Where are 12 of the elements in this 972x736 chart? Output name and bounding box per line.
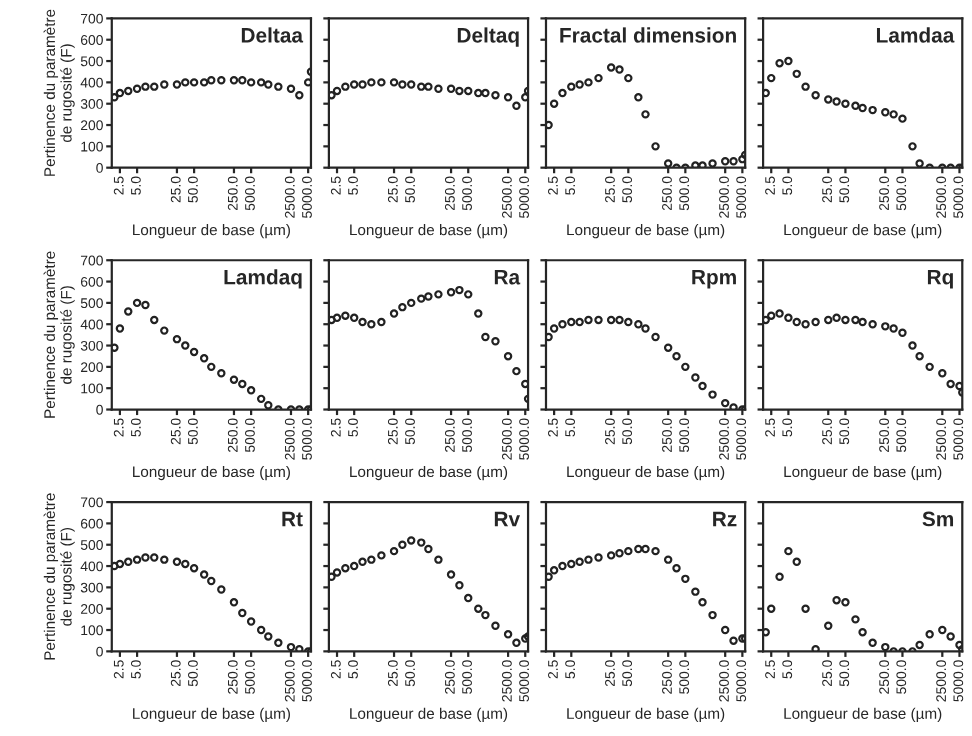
chart-title: Lamdaa bbox=[876, 27, 955, 43]
chart-title: Sm bbox=[922, 511, 954, 527]
chart-title: Lamdaq bbox=[224, 269, 302, 289]
chart-title: Deltaq bbox=[457, 27, 519, 47]
chart-title: Rz bbox=[713, 511, 737, 527]
chart-title: Fractal dimension bbox=[560, 27, 736, 43]
chart-title: Rq bbox=[927, 269, 953, 289]
chart-title: Deltaa bbox=[241, 27, 304, 43]
chart-title: Rv bbox=[494, 511, 521, 527]
chart-title: Ra bbox=[494, 269, 521, 285]
chart-title: Rt bbox=[282, 511, 303, 527]
chart-title: Rpm bbox=[692, 269, 736, 289]
